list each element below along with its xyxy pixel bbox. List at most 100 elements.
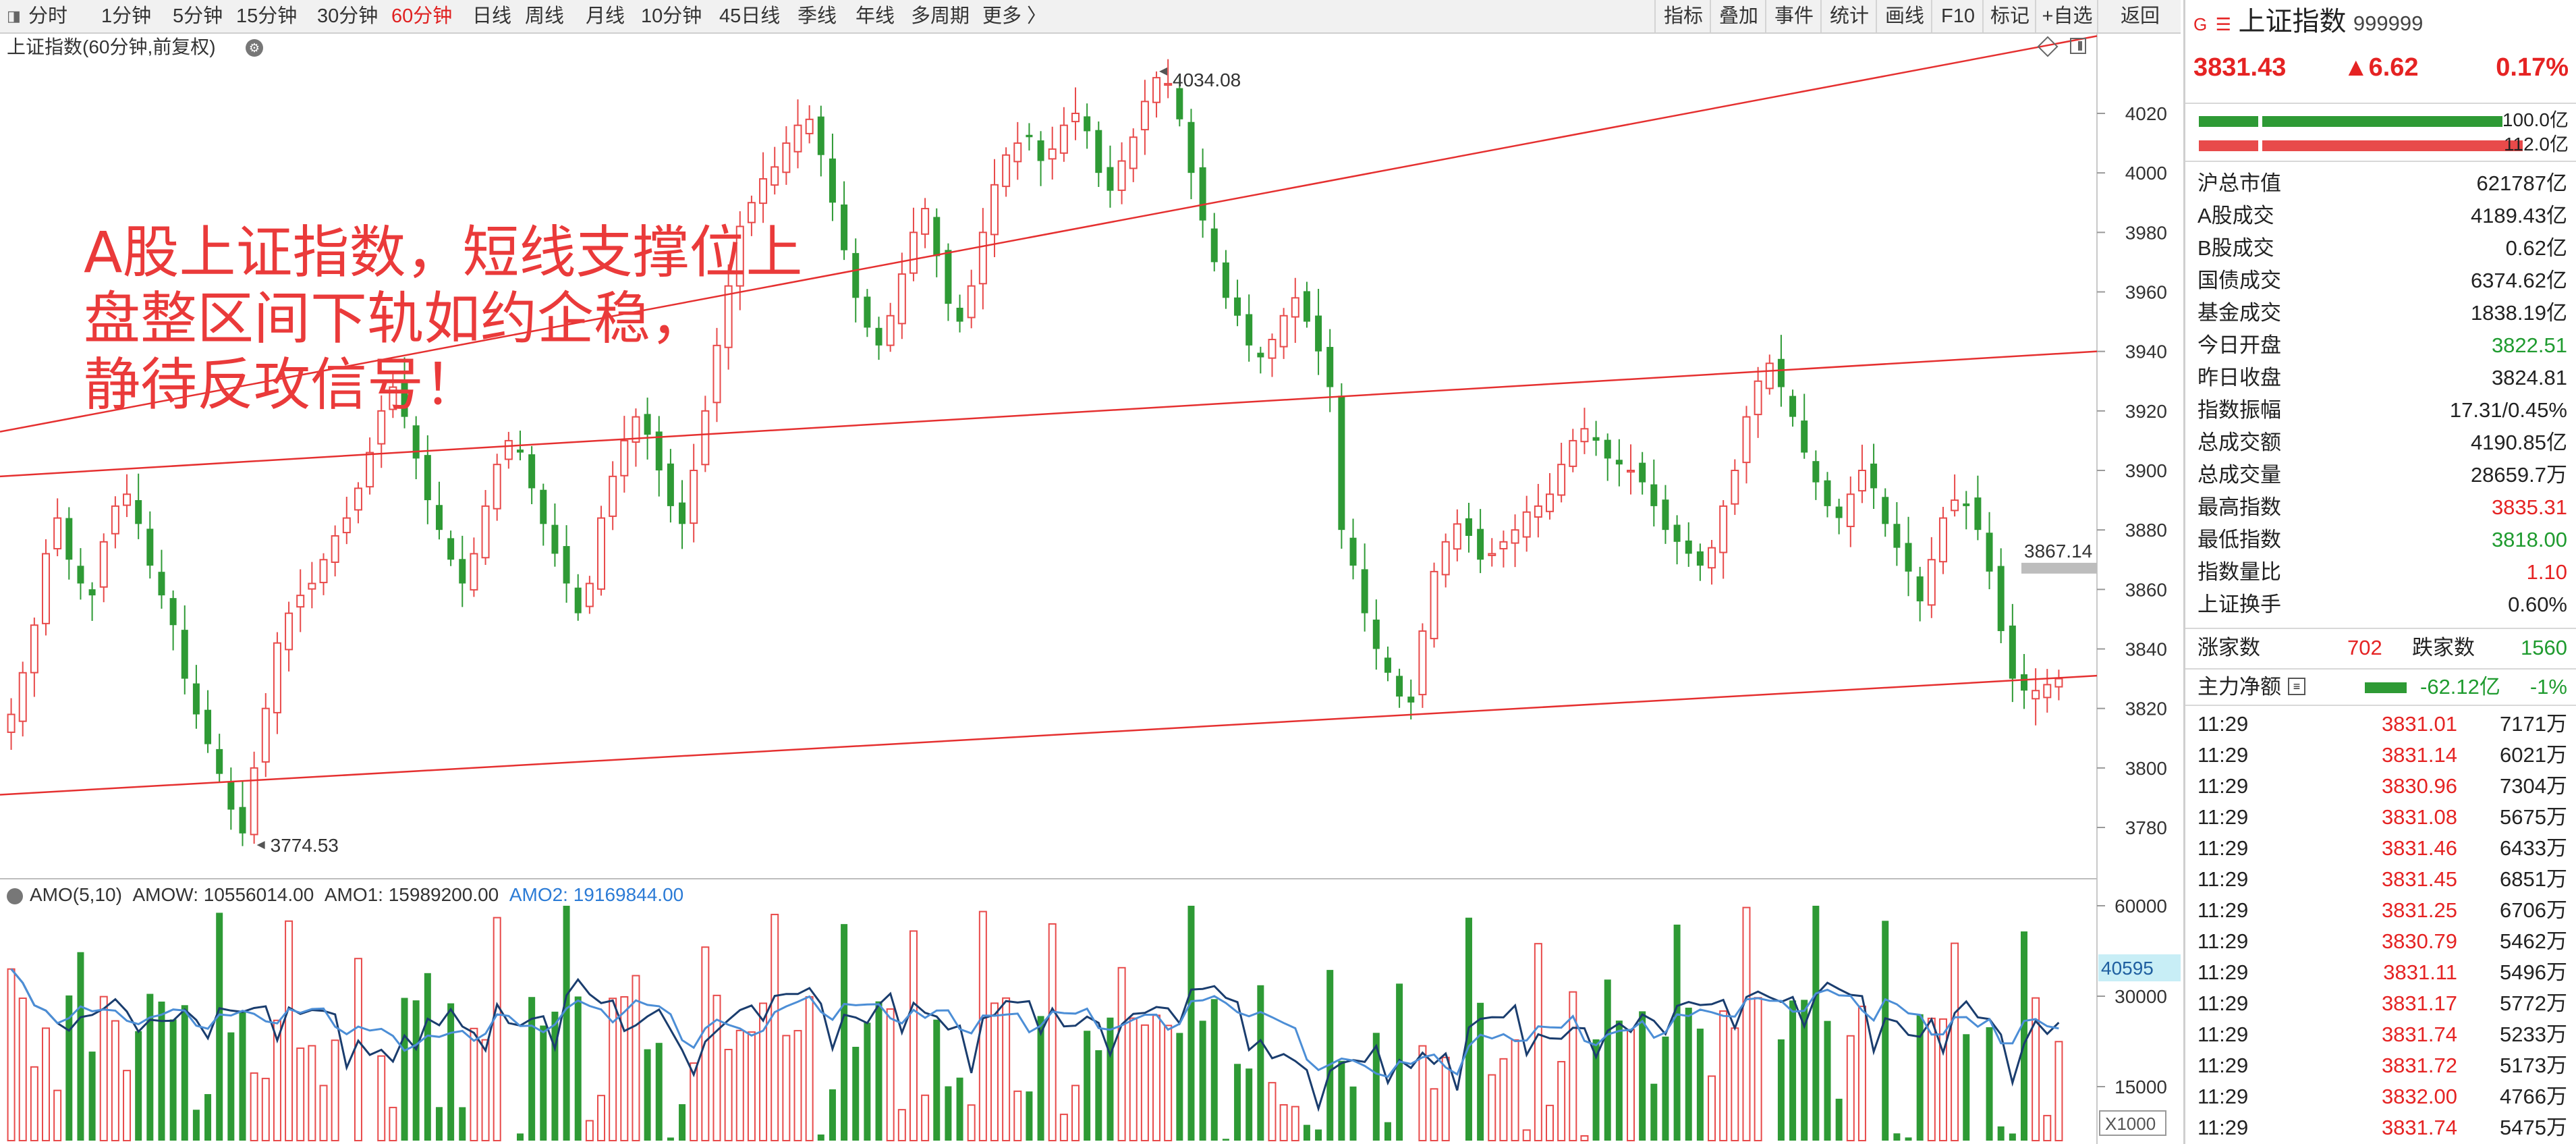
volume-bar xyxy=(1384,1122,1391,1141)
volume-tick-label: 15000 xyxy=(2115,1077,2167,1097)
candle-body xyxy=(1905,543,1912,572)
candlestick-chart[interactable]: 4020 4000 3980 3960 3940 3920 3900 3880 3860 3840… xyxy=(0,32,2181,1144)
g-badge-icon: G xyxy=(2193,14,2208,34)
volume-bar xyxy=(921,1094,930,1141)
volume-bar xyxy=(886,1008,895,1142)
tool-button-1[interactable]: 叠加 xyxy=(1710,0,1766,32)
low-price-label: 3774.53 xyxy=(271,835,339,856)
volume-bar xyxy=(1488,1074,1496,1141)
candle-body xyxy=(354,487,362,511)
tick-price: 3831.45 xyxy=(2381,867,2457,891)
candle-body xyxy=(1511,529,1519,544)
quote-header: G ☰ 上证指数 999999 xyxy=(2193,5,2423,38)
bid-bar xyxy=(2262,116,2502,127)
period-tab-13[interactable]: 多周期 xyxy=(911,5,970,27)
candle-body xyxy=(65,518,73,560)
volume-bar xyxy=(1777,1039,1785,1141)
tool-button-6[interactable]: 标记 xyxy=(1982,0,2036,32)
candle-body xyxy=(585,582,594,607)
period-tab-14[interactable]: 更多 〉 xyxy=(982,5,1047,27)
volume-bar xyxy=(933,1019,941,1141)
volume-bar xyxy=(609,998,617,1142)
tool-button-5[interactable]: F10 xyxy=(1931,0,1984,32)
indicator-toggle-icon[interactable] xyxy=(7,888,23,904)
tick-vol: 5462万 xyxy=(2500,929,2567,953)
candle-body xyxy=(1396,676,1403,697)
tick-vol: 5233万 xyxy=(2500,1023,2567,1046)
volume-bar xyxy=(1418,1045,1427,1142)
period-tab-5[interactable]: 60分钟 xyxy=(391,5,453,27)
volume-multiplier: X1000 xyxy=(2105,1114,2156,1134)
price-tick-label: 4000 xyxy=(2125,163,2167,184)
candle-body xyxy=(30,624,38,674)
volume-bar xyxy=(354,958,362,1141)
volume-bar xyxy=(1048,923,1057,1141)
period-tab-8[interactable]: 月线 xyxy=(586,5,625,27)
tool-button-8[interactable]: 返回 xyxy=(2097,0,2182,32)
collapse-icon[interactable]: ◨ xyxy=(7,7,21,24)
volume-bar xyxy=(1013,1090,1022,1142)
main-net-flow: 主力净额 ≡ -62.12亿 -1% xyxy=(2197,671,2567,703)
tick-row: 11:29 3831.46 6433万 xyxy=(2197,833,2567,864)
period-tab-10[interactable]: 45日线 xyxy=(719,5,781,27)
index-code: 999999 xyxy=(2353,11,2424,35)
tool-button-0[interactable]: 指标 xyxy=(1654,0,1711,32)
volume-bar xyxy=(747,1031,756,1142)
stat-row: 上证换手 0.60% xyxy=(2197,589,2567,621)
volume-bar xyxy=(192,1110,200,1141)
candle-body xyxy=(1187,121,1195,173)
tick-price: 3830.79 xyxy=(2381,929,2457,953)
volume-bar xyxy=(227,1032,235,1141)
candle-body xyxy=(1997,566,2005,632)
period-tab-7[interactable]: 周线 xyxy=(525,5,565,27)
candle-body xyxy=(1315,315,1322,352)
stat-value: 28659.7万 xyxy=(2470,463,2567,487)
volume-bar xyxy=(1349,1086,1357,1141)
candle-body xyxy=(1303,291,1310,322)
menu-icon[interactable]: ☰ xyxy=(2215,14,2231,34)
tool-button-2[interactable]: 事件 xyxy=(1765,0,1822,32)
candle-body xyxy=(135,499,142,524)
period-tab-3[interactable]: 15分钟 xyxy=(236,5,298,27)
volume-bar xyxy=(1441,1056,1450,1142)
candle-body xyxy=(782,142,791,173)
panel-toggle-icon[interactable] xyxy=(2070,38,2086,54)
period-tab-6[interactable]: 日线 xyxy=(472,5,512,27)
volume-bar xyxy=(296,1047,305,1141)
volume-bar xyxy=(135,1031,142,1141)
volume-bar xyxy=(319,1085,328,1142)
period-tab-9[interactable]: 10分钟 xyxy=(641,5,702,27)
candle-body xyxy=(817,116,824,155)
period-tab-12[interactable]: 年线 xyxy=(856,5,895,27)
candle-body xyxy=(1199,167,1206,221)
period-tab-1[interactable]: 1分钟 xyxy=(101,5,152,27)
candle-body xyxy=(1534,505,1542,518)
list-icon[interactable]: ≡ xyxy=(2288,678,2305,695)
tool-button-7[interactable]: +自选 xyxy=(2035,0,2098,32)
tool-button-3[interactable]: 统计 xyxy=(1820,0,1877,32)
period-tab-4[interactable]: 30分钟 xyxy=(317,5,379,27)
volume-bar xyxy=(1662,1036,1669,1141)
candle-body xyxy=(841,205,848,250)
candle-body xyxy=(1026,134,1033,138)
volume-bar xyxy=(1245,1068,1253,1141)
tick-price: 3831.72 xyxy=(2381,1054,2457,1077)
last-price-label: 3867.14 xyxy=(2024,541,2092,562)
bid-bar-left xyxy=(2199,116,2258,127)
period-tab-11[interactable]: 季线 xyxy=(797,5,837,27)
tool-button-4[interactable]: 画线 xyxy=(1876,0,1932,32)
period-tab-2[interactable]: 5分钟 xyxy=(173,5,223,27)
settings-icon[interactable]: ⚙ xyxy=(246,39,263,57)
candle-body xyxy=(759,178,768,205)
tick-row: 11:29 3831.74 5475万 xyxy=(2197,1112,2567,1143)
candle-body xyxy=(1846,493,1855,527)
period-tab-0[interactable]: 分时 xyxy=(28,5,68,27)
tick-row: 11:29 3831.45 6851万 xyxy=(2197,864,2567,895)
volume-bar xyxy=(1084,1031,1091,1141)
volume-bar xyxy=(875,1001,883,1141)
candle-body xyxy=(319,559,328,584)
candle-body xyxy=(1268,339,1277,359)
volume-bar xyxy=(1291,1106,1299,1142)
volume-bar xyxy=(401,998,408,1141)
price-tick-label: 3920 xyxy=(2125,401,2167,422)
